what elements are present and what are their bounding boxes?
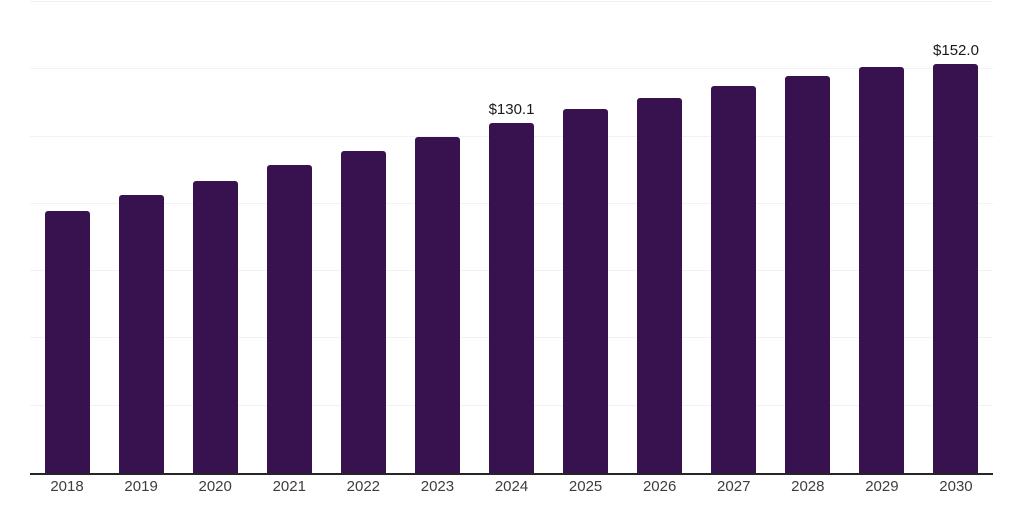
x-label-2019: 2019	[124, 478, 158, 495]
value-label-2030: $152.0	[933, 41, 979, 59]
bar-slot-2024: $130.1	[474, 2, 548, 473]
bar-slot-2019	[104, 2, 178, 473]
x-axis-labels: 2018 2019 2020 2021 2022 2023 2024 2025 2026 2027…	[30, 479, 993, 494]
bar-2023	[414, 136, 460, 473]
x-label-2026: 2026	[642, 478, 677, 495]
value-label-2024: $130.1	[488, 100, 535, 118]
x-label-2024: 2024	[494, 478, 529, 495]
bar-slot-2030: $152.0	[919, 2, 993, 473]
bar-slot-2020	[178, 2, 252, 473]
bars: $130.1 $152.0	[30, 2, 993, 473]
bar-slot-2027	[697, 2, 771, 473]
bar-2026	[637, 97, 683, 473]
x-label-2027: 2027	[717, 478, 751, 495]
x-label-2018: 2018	[50, 478, 84, 495]
bar-slot-2029	[845, 2, 919, 473]
x-label-2020: 2020	[198, 478, 232, 495]
bar-2025	[563, 109, 609, 473]
bar-2024	[489, 122, 534, 473]
bar-slot-2023	[400, 2, 474, 473]
bar-2022	[340, 150, 386, 473]
bar-2030	[933, 63, 979, 473]
bar-2029	[859, 67, 905, 473]
bar-2028	[785, 76, 831, 473]
gridline-150	[30, 68, 993, 70]
bar-slot-2025	[549, 2, 623, 473]
bar-slot-2028	[771, 2, 845, 473]
bar-slot-2022	[326, 2, 400, 473]
bar-2019	[118, 194, 164, 473]
x-label-2021: 2021	[272, 478, 306, 495]
bar-slot-2021	[252, 2, 326, 473]
x-label-2029: 2029	[865, 478, 899, 495]
x-label-2030: 2030	[939, 478, 973, 495]
bar-2018	[44, 210, 90, 473]
x-label-2023: 2023	[420, 478, 455, 495]
x-label-2025: 2025	[568, 478, 603, 495]
plot-area: $130.1 $152.0	[30, 1, 993, 475]
x-label-2028: 2028	[791, 478, 825, 495]
gridline-175	[30, 1, 993, 2]
bar-slot-2018	[30, 2, 104, 473]
bar-2020	[192, 180, 238, 473]
bar-2027	[711, 86, 757, 473]
x-label-2022: 2022	[346, 478, 381, 495]
bar-slot-2026	[623, 2, 697, 473]
bar-2021	[266, 164, 312, 473]
